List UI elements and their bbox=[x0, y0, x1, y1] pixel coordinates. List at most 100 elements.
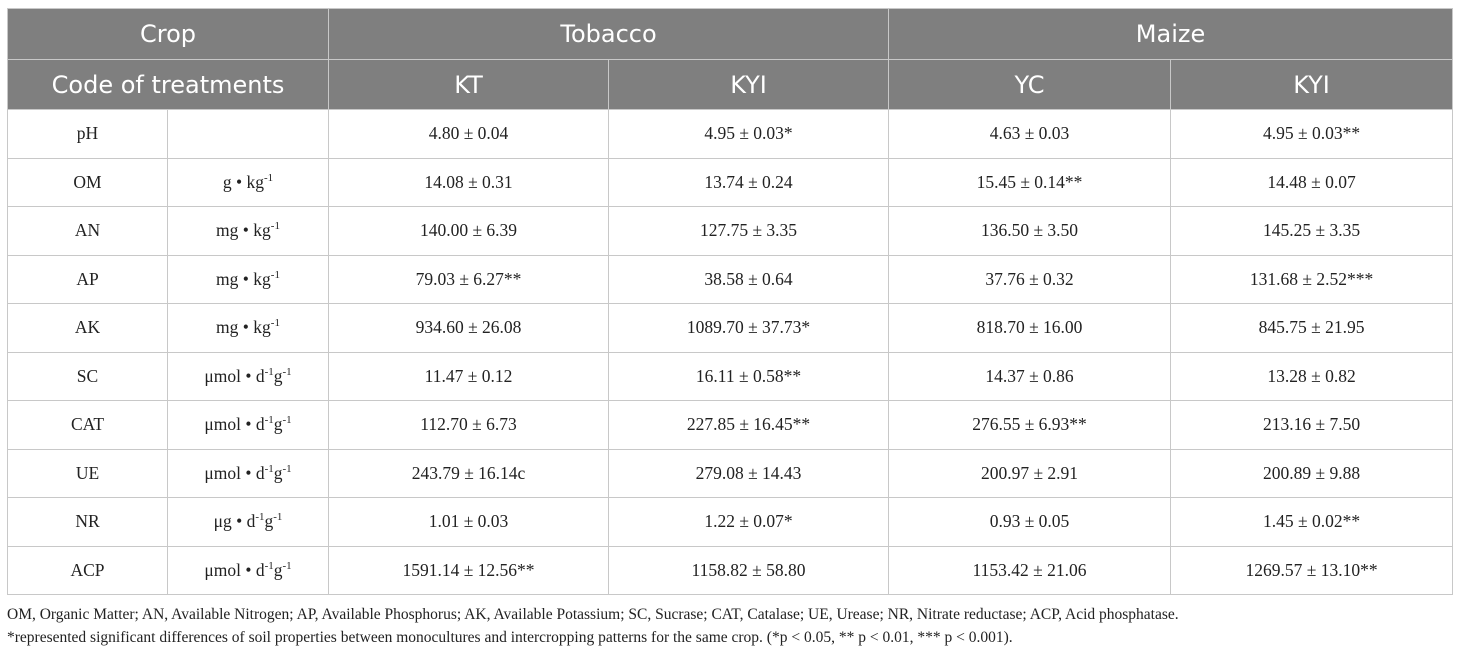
kyi-maize-value: 4.95 ± 0.03** bbox=[1170, 109, 1454, 159]
kyi-tobacco-value: 16.11 ± 0.58** bbox=[608, 351, 890, 401]
kt-value: 140.00 ± 6.39 bbox=[328, 206, 610, 256]
unit-text: μg • d bbox=[213, 511, 256, 532]
unit-exponent: -1 bbox=[264, 365, 274, 378]
kyi-tobacco-value: 4.95 ± 0.03* bbox=[608, 109, 890, 159]
kyi-tobacco-header: KYI bbox=[608, 59, 890, 110]
unit-cell: g • kg-1 bbox=[166, 157, 330, 207]
unit-text: μmol • d bbox=[204, 365, 265, 386]
kyi-tobacco-value: 1.22 ± 0.07* bbox=[608, 497, 890, 547]
yc-value: 818.70 ± 16.00 bbox=[888, 303, 1172, 353]
kyi-maize-value: 131.68 ± 2.52*** bbox=[1170, 254, 1454, 304]
kt-value: 1591.14 ± 12.56** bbox=[328, 545, 610, 595]
significance-note: *represented significant differences of … bbox=[7, 629, 1013, 646]
kyi-tobacco-value: 13.74 ± 0.24 bbox=[608, 157, 890, 207]
unit-text: g bbox=[264, 511, 274, 532]
header-row-crop: Crop Tobacco Maize bbox=[6, 8, 1454, 60]
yc-value: 37.76 ± 0.32 bbox=[888, 254, 1172, 304]
unit-text: mg • kg bbox=[216, 268, 271, 289]
table-row: NR μg • d-1g-1 1.01 ± 0.03 1.22 ± 0.07* 0.93… bbox=[7, 497, 1454, 547]
table-row: ACP μmol • d-1g-1 1591.14 ± 12.56** 1158.82… bbox=[7, 545, 1454, 595]
kyi-maize-value: 13.28 ± 0.82 bbox=[1170, 351, 1454, 401]
yc-value: 1153.42 ± 21.06 bbox=[888, 545, 1172, 595]
yc-header: YC bbox=[888, 59, 1172, 110]
kt-value: 79.03 ± 6.27** bbox=[328, 254, 610, 304]
table-row: AP mg • kg-1 79.03 ± 6.27** 38.58 ± 0.64 37.… bbox=[7, 254, 1454, 304]
property-name: SC bbox=[7, 351, 168, 401]
kyi-tobacco-value: 127.75 ± 3.35 bbox=[608, 206, 890, 256]
table-footnotes: OM, Organic Matter; AN, Available Nitrog… bbox=[7, 603, 1457, 649]
kyi-maize-value: 145.25 ± 3.35 bbox=[1170, 206, 1454, 256]
unit-text: μmol • d bbox=[204, 462, 265, 483]
yc-value: 4.63 ± 0.03 bbox=[888, 109, 1172, 159]
kyi-maize-value: 14.48 ± 0.07 bbox=[1170, 157, 1454, 207]
unit-exponent: -1 bbox=[264, 462, 274, 475]
unit-text: g bbox=[273, 365, 283, 386]
maize-header: Maize bbox=[888, 8, 1454, 60]
table-row: UE μmol • d-1g-1 243.79 ± 16.14c 279.08 ± 1… bbox=[7, 448, 1454, 498]
kyi-tobacco-value: 279.08 ± 14.43 bbox=[608, 448, 890, 498]
table-body: pH 4.80 ± 0.04 4.95 ± 0.03* 4.63 ± 0.03 4.95… bbox=[7, 109, 1454, 595]
property-name: AP bbox=[7, 254, 168, 304]
kyi-maize-header: KYI bbox=[1170, 59, 1454, 110]
unit-exponent: -1 bbox=[270, 220, 280, 233]
property-name: NR bbox=[7, 497, 168, 547]
unit-exponent: -1 bbox=[270, 268, 280, 281]
abbreviations-note: OM, Organic Matter; AN, Available Nitrog… bbox=[7, 606, 1179, 623]
kyi-maize-value: 845.75 ± 21.95 bbox=[1170, 303, 1454, 353]
table-row: CAT μmol • d-1g-1 112.70 ± 6.73 227.85 ± 16… bbox=[7, 400, 1454, 450]
unit-cell: mg • kg-1 bbox=[166, 206, 330, 256]
unit-exponent: -1 bbox=[264, 559, 274, 572]
property-name: AK bbox=[7, 303, 168, 353]
crop-header: Crop bbox=[6, 8, 330, 60]
table-row: pH 4.80 ± 0.04 4.95 ± 0.03* 4.63 ± 0.03 4.95… bbox=[7, 109, 1454, 159]
unit-cell: μmol • d-1g-1 bbox=[166, 351, 330, 401]
unit-text: mg • kg bbox=[216, 220, 271, 241]
property-name: UE bbox=[7, 448, 168, 498]
unit-exponent: -1 bbox=[264, 414, 274, 427]
kyi-tobacco-value: 227.85 ± 16.45** bbox=[608, 400, 890, 450]
unit-cell: μmol • d-1g-1 bbox=[166, 545, 330, 595]
unit-text: mg • kg bbox=[216, 317, 271, 338]
unit-cell: mg • kg-1 bbox=[166, 254, 330, 304]
unit-text: g bbox=[273, 414, 283, 435]
yc-value: 276.55 ± 6.93** bbox=[888, 400, 1172, 450]
property-name: ACP bbox=[7, 545, 168, 595]
kt-value: 934.60 ± 26.08 bbox=[328, 303, 610, 353]
kt-header: KT bbox=[328, 59, 610, 110]
kyi-maize-value: 213.16 ± 7.50 bbox=[1170, 400, 1454, 450]
tobacco-header: Tobacco bbox=[328, 8, 890, 60]
unit-exponent: -1 bbox=[270, 317, 280, 330]
unit-text: μmol • d bbox=[204, 559, 265, 580]
yc-value: 14.37 ± 0.86 bbox=[888, 351, 1172, 401]
kt-value: 14.08 ± 0.31 bbox=[328, 157, 610, 207]
property-name: OM bbox=[7, 157, 168, 207]
property-name: AN bbox=[7, 206, 168, 256]
unit-exponent: -1 bbox=[282, 365, 292, 378]
unit-exponent: -1 bbox=[282, 414, 292, 427]
unit-exponent: -1 bbox=[255, 511, 265, 524]
kyi-maize-value: 1.45 ± 0.02** bbox=[1170, 497, 1454, 547]
unit-cell bbox=[166, 109, 330, 159]
unit-cell: μmol • d-1g-1 bbox=[166, 400, 330, 450]
table-row: OM g • kg-1 14.08 ± 0.31 13.74 ± 0.24 15.45 … bbox=[7, 157, 1454, 207]
table-container: Crop Tobacco Maize Code of treatments KT… bbox=[6, 8, 1454, 595]
code-of-treatments-header: Code of treatments bbox=[6, 59, 330, 110]
kt-value: 112.70 ± 6.73 bbox=[328, 400, 610, 450]
soil-properties-table: Crop Tobacco Maize Code of treatments KT… bbox=[6, 8, 1454, 595]
kyi-maize-value: 1269.57 ± 13.10** bbox=[1170, 545, 1454, 595]
table-row: AK mg • kg-1 934.60 ± 26.08 1089.70 ± 37.73… bbox=[7, 303, 1454, 353]
kyi-tobacco-value: 1089.70 ± 37.73* bbox=[608, 303, 890, 353]
unit-text: g bbox=[273, 462, 283, 483]
unit-cell: μmol • d-1g-1 bbox=[166, 448, 330, 498]
yc-value: 15.45 ± 0.14** bbox=[888, 157, 1172, 207]
unit-exponent: -1 bbox=[273, 511, 283, 524]
unit-exponent: -1 bbox=[282, 559, 292, 572]
yc-value: 136.50 ± 3.50 bbox=[888, 206, 1172, 256]
kt-value: 11.47 ± 0.12 bbox=[328, 351, 610, 401]
kyi-tobacco-value: 1158.82 ± 58.80 bbox=[608, 545, 890, 595]
unit-exponent: -1 bbox=[282, 462, 292, 475]
yc-value: 200.97 ± 2.91 bbox=[888, 448, 1172, 498]
kt-value: 4.80 ± 0.04 bbox=[328, 109, 610, 159]
kt-value: 243.79 ± 16.14c bbox=[328, 448, 610, 498]
table-row: SC μmol • d-1g-1 11.47 ± 0.12 16.11 ± 0.58*… bbox=[7, 351, 1454, 401]
